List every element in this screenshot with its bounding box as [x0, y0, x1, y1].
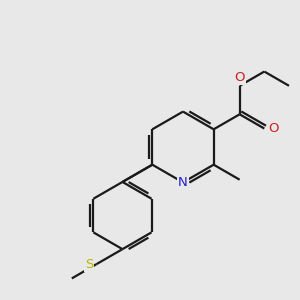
Text: O: O [269, 122, 279, 135]
Text: S: S [85, 258, 93, 271]
Text: N: N [178, 176, 188, 189]
Text: O: O [234, 71, 245, 84]
